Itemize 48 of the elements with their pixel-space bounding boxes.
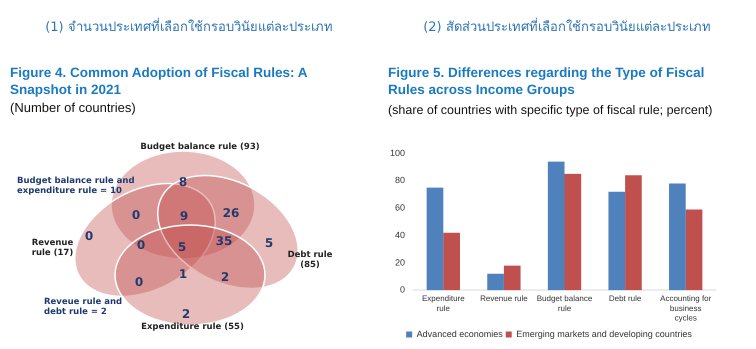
text: Debt rule (85)	[286, 250, 334, 270]
bar	[564, 174, 582, 290]
y-tick-label: 40	[395, 230, 406, 240]
y-tick-label: 0	[400, 284, 406, 295]
text: 2	[182, 307, 190, 321]
text: 0	[84, 229, 94, 243]
x-tick-label: Debt rule	[608, 294, 642, 304]
text: 0	[134, 275, 144, 289]
text: 26	[222, 206, 240, 220]
text: Revenue rule (17)	[30, 238, 74, 258]
legend-label: Emerging markets and developing countries	[516, 328, 692, 339]
text: 8	[178, 175, 188, 189]
legend-label: Advanced economies	[416, 328, 504, 339]
text: Figure 4. Common Adoption of Fiscal Rules: A Snapshot in 2021	[10, 64, 308, 98]
bar	[548, 162, 565, 290]
text: Expenditure rule (55)	[140, 322, 245, 332]
y-tick-label: 60	[395, 202, 406, 213]
chart-subtitle: Figure 5. Differences regarding the Type of Fiscal Rules across Income Groups	[388, 64, 706, 98]
bar	[669, 183, 686, 290]
text: Budget balance rule (93)	[139, 142, 261, 152]
text: 9	[180, 209, 188, 223]
text: 0	[132, 208, 140, 222]
text: (1) จำนวนประเทศที่เลือกใช้กรอบวินัยแต่ละประเภท	[44, 16, 334, 37]
x-tick-label: Revenue rule	[480, 294, 528, 304]
text: 5	[264, 236, 274, 250]
bar	[426, 188, 444, 290]
bar	[608, 192, 626, 290]
bar	[443, 232, 460, 290]
x-tick-label: Accounting for business cycles	[660, 294, 712, 322]
y-tick-label: 80	[395, 175, 406, 186]
chart-title: (2) สัดส่วนประเทศที่เลือกใช้กรอบวินัยแต่ละประเภท	[422, 16, 712, 37]
text: 5	[178, 240, 186, 254]
bar	[504, 266, 521, 290]
bar	[625, 175, 642, 290]
text: 35	[216, 234, 232, 248]
bar	[487, 274, 504, 290]
text: 1	[178, 267, 188, 281]
text: (Number of countries)	[10, 100, 137, 116]
y-tick-label: 100	[390, 148, 406, 158]
text: (share of countries with specific type of fiscal rule; percent)	[388, 102, 714, 118]
y-tick-label: 20	[395, 257, 406, 268]
bar	[686, 209, 702, 290]
text: 2	[220, 270, 230, 284]
x-tick-label: Budget balance rule	[536, 294, 593, 313]
text: Budget balance rule and expenditure rule = 10	[17, 176, 136, 196]
x-tick-label: Expenditure rule	[422, 294, 466, 313]
text: 0	[136, 238, 146, 252]
text: Reveue rule and debt rule = 2	[44, 297, 124, 317]
